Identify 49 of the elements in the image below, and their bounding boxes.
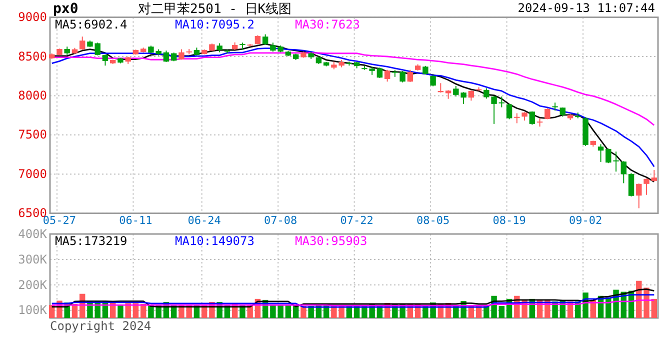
candlestick [506,103,512,120]
y-tick-label: 9000 [18,10,47,24]
candlestick [102,54,108,66]
candlestick [651,170,657,182]
candlestick [598,144,604,162]
series-label: MA30:7623 [295,17,360,32]
x-tick-label: 06-11 [119,214,152,228]
candlestick [529,110,536,126]
y-tick-label: 7500 [18,128,47,142]
x-tick-label: 07-22 [340,214,374,228]
y-tick-label: 100K [18,303,48,318]
candlestick [254,34,261,45]
y-tick-label: 300K [18,252,48,266]
text: Copyright 2024 [50,319,152,333]
candlestick [216,42,222,53]
candlestick [498,96,505,108]
series-label: MA10:7095.2 [175,17,254,32]
text: MA10:149073 [175,234,254,248]
candlestick [376,67,383,79]
chart-title: 对二甲苯2501 - 日K线图 [138,2,292,17]
text: 2024-09-13 11:07:44 [518,1,655,15]
candlestick [636,183,642,209]
candlestick [407,69,414,82]
candlestick [644,178,650,196]
candlestick [163,50,170,62]
y-tick-label: 400K [18,226,48,241]
text: px0 [53,1,78,17]
line-series [51,288,655,308]
y-tick-label: 200K [18,278,48,292]
x-tick-label: 08-05 [416,214,450,228]
candlestick [430,74,436,87]
x-tick-label: 06-24 [188,214,222,228]
candlestick [628,172,634,197]
candlestick [384,69,390,82]
text: MA5:173219 [55,234,128,248]
y-tick-label: 7000 [18,166,47,181]
candlestick [240,42,246,50]
x-tick-label: 07-08 [264,214,298,228]
text: MA5:6902.4 [55,17,128,32]
candlestick [468,90,474,102]
y-tick-label: 8500 [18,49,47,64]
y-tick-label: 8000 [18,88,47,103]
x-tick-label: 09-02 [568,214,602,228]
candlestick [79,36,86,50]
candlestick [514,112,520,124]
x-tick-label: 08-19 [492,214,526,228]
text: MA30:95903 [295,234,368,248]
candlestick [620,160,627,184]
line-series [51,294,655,308]
